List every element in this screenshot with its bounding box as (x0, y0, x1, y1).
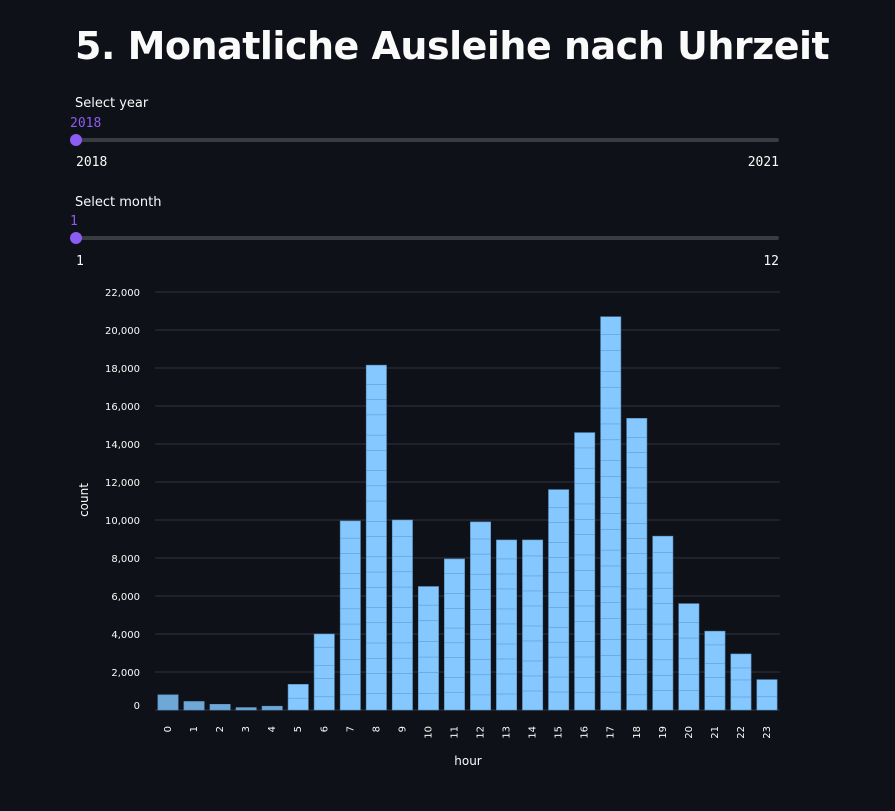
bar-hour-6 (313, 633, 335, 711)
y-tick-label: 10,000 (105, 516, 140, 527)
bar-hour-11 (444, 558, 465, 711)
bar-hour-0 (157, 694, 179, 711)
page-title: 5. Monatliche Ausleihe nach Uhrzeit (75, 24, 830, 68)
bar-hour-4 (261, 705, 283, 711)
year-slider-label: Select year (75, 96, 149, 111)
bar-hour-15 (548, 489, 570, 711)
x-tick-label: 0 (163, 726, 174, 732)
year-slider-track[interactable] (70, 134, 779, 146)
month-slider-label: Select month (75, 195, 162, 210)
bar-hour-13 (496, 539, 518, 711)
x-tick-label: 6 (319, 726, 330, 732)
month-slider-thumb[interactable] (70, 232, 82, 244)
bar-hour-8 (365, 364, 387, 711)
y-tick-label: 16,000 (105, 402, 140, 413)
x-tick-label: 14 (528, 726, 539, 739)
y-tick-label: 4,000 (111, 630, 140, 641)
x-axis-label: hour (454, 754, 482, 768)
bar-hour-14 (522, 539, 544, 711)
month-slider-max: 12 (763, 254, 779, 269)
x-tick-label: 18 (632, 726, 643, 739)
x-tick-label: 5 (293, 726, 304, 732)
bar-hour-16 (574, 432, 596, 711)
y-tick-label: 14,000 (105, 440, 140, 451)
x-tick-label: 2 (215, 726, 226, 732)
bar-hour-2 (209, 703, 231, 711)
bar-hour-7 (339, 520, 361, 711)
grid-lines (155, 291, 780, 711)
bar-hour-18 (626, 418, 648, 711)
x-tick-label: 7 (345, 726, 356, 732)
y-tick-label: 12,000 (105, 478, 140, 489)
y-tick-label: 20,000 (105, 326, 140, 337)
bar-hour-10 (417, 586, 439, 711)
y-tick-label: 0 (134, 701, 140, 712)
month-slider-track[interactable] (70, 232, 779, 244)
x-axis-ticks: 0 1 2 3 4 5 6 7 8 9 10 11 12 13 14 15 16 17 18 19 20 21 22 23 (163, 726, 773, 739)
x-tick-label: 19 (658, 726, 669, 739)
y-tick-label: 18,000 (105, 364, 140, 375)
x-tick-label: 13 (502, 726, 513, 739)
bars (157, 316, 778, 711)
bar-hour-23 (756, 679, 778, 711)
y-tick-label: 22,000 (105, 288, 140, 299)
x-tick-label: 15 (554, 726, 565, 739)
y-tick-label: 8,000 (111, 554, 140, 565)
bar-hour-20 (678, 603, 700, 711)
y-axis-label: count (77, 483, 91, 517)
x-tick-label: 22 (736, 726, 747, 739)
bar-hour-19 (652, 535, 674, 711)
bar-hour-5 (287, 684, 309, 711)
x-tick-label: 4 (267, 726, 278, 732)
bar-hour-21 (704, 630, 726, 711)
bar-hour-3 (235, 707, 257, 711)
x-tick-label: 3 (241, 726, 252, 732)
hourly-count-bar-chart: 0 2,000 4,000 6,000 8,000 10,000 12,000 14,000 1… (77, 288, 780, 768)
bar-hour-1 (183, 701, 205, 711)
x-tick-label: 21 (710, 726, 721, 739)
month-slider-value: 1 (70, 214, 78, 229)
bar-hour-9 (391, 519, 413, 711)
x-tick-label: 11 (449, 726, 460, 739)
x-tick-label: 23 (762, 726, 773, 739)
x-tick-label: 20 (684, 726, 695, 739)
x-tick-label: 1 (189, 726, 200, 732)
year-slider-value: 2018 (70, 116, 102, 131)
x-tick-label: 9 (397, 726, 408, 732)
y-tick-label: 6,000 (111, 592, 140, 603)
year-slider-thumb[interactable] (70, 134, 82, 146)
x-tick-label: 12 (476, 726, 487, 739)
month-slider-min: 1 (76, 254, 84, 269)
y-tick-label: 2,000 (111, 668, 140, 679)
x-tick-label: 10 (423, 726, 434, 739)
year-slider-max: 2021 (747, 155, 779, 170)
x-tick-label: 8 (371, 726, 382, 732)
bar-hour-22 (730, 653, 752, 711)
x-tick-label: 17 (606, 726, 617, 739)
y-axis-ticks: 0 2,000 4,000 6,000 8,000 10,000 12,000 14,000 1… (105, 288, 140, 712)
bar-hour-12 (470, 521, 491, 711)
x-tick-label: 16 (580, 726, 591, 739)
year-slider-min: 2018 (76, 155, 108, 170)
